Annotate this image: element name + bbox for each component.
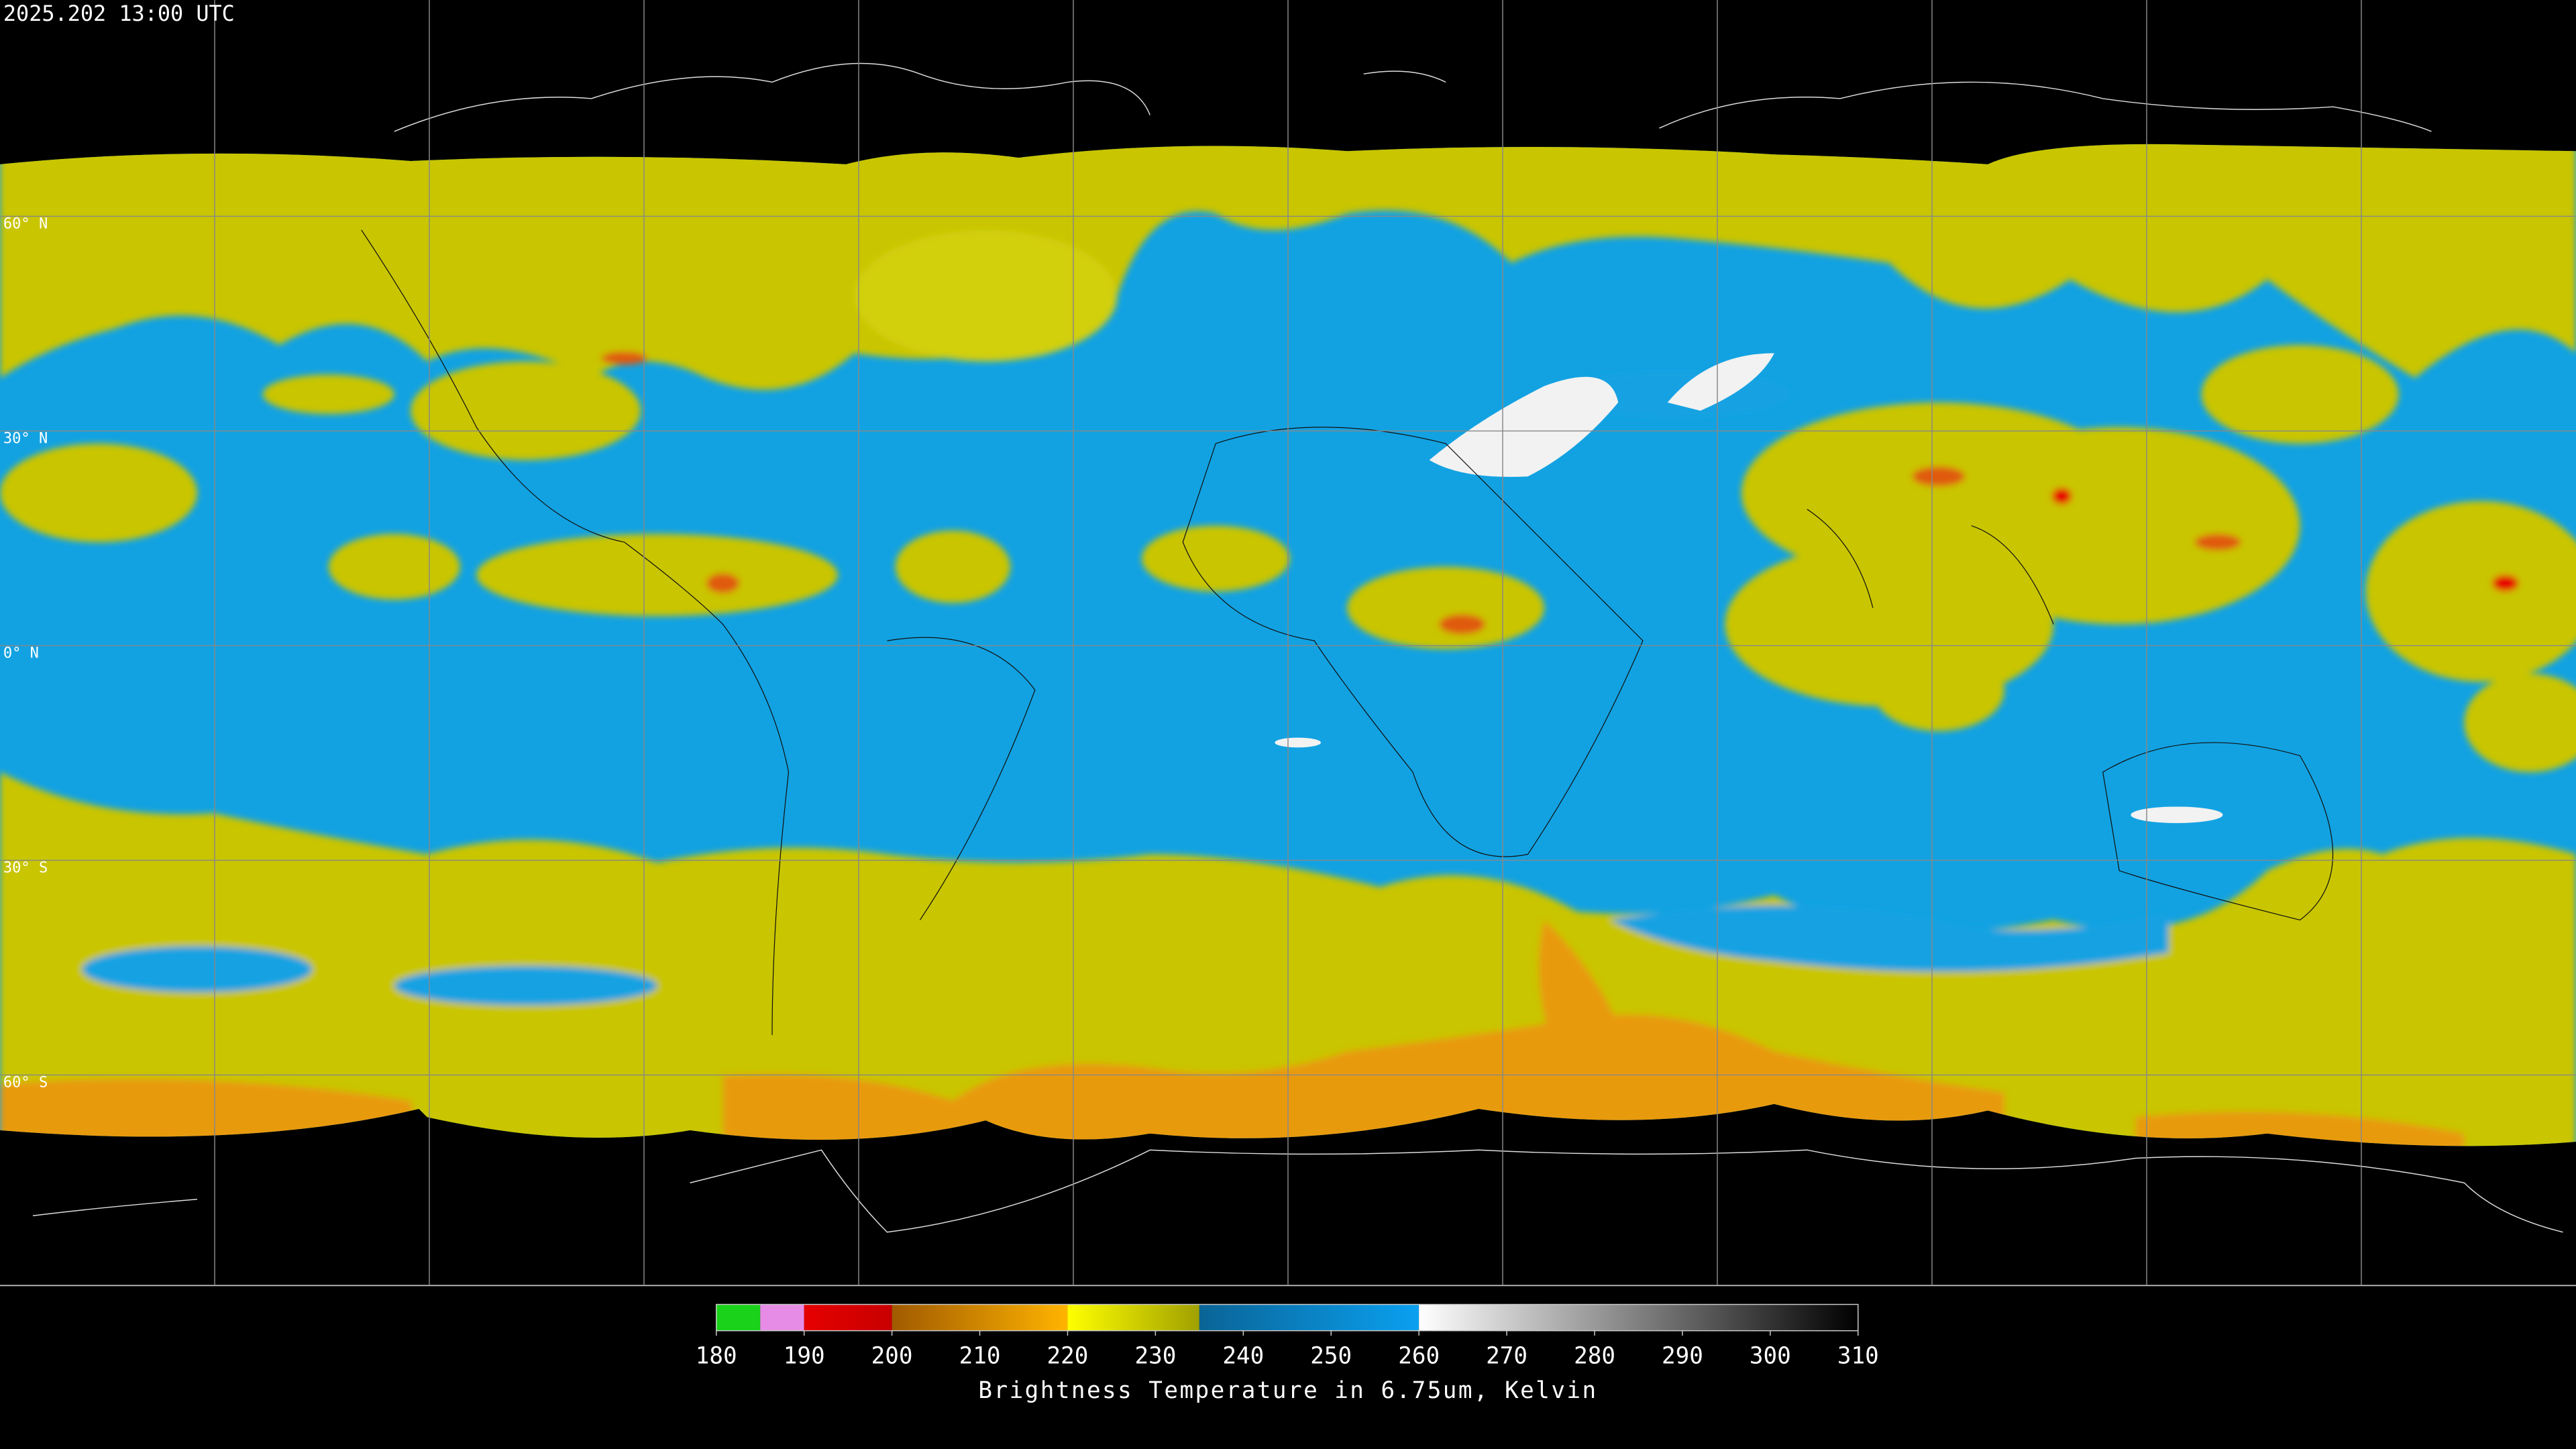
colorbar-tick-label: 300 bbox=[1750, 1342, 1791, 1369]
coastline bbox=[887, 637, 1036, 920]
colorbar-tick-label: 200 bbox=[871, 1342, 913, 1369]
dry-area bbox=[1667, 353, 1774, 411]
lat-label: 30° S bbox=[3, 860, 48, 877]
lat-label: 0° N bbox=[3, 645, 39, 662]
colorbar-tick-label: 250 bbox=[1310, 1342, 1352, 1369]
colorbar-segment bbox=[1419, 1304, 1858, 1331]
colorbar-tick-label: 180 bbox=[696, 1342, 737, 1369]
dry-area bbox=[2131, 806, 2223, 823]
lat-label: 30° N bbox=[3, 431, 48, 447]
colorbar-tick-label: 190 bbox=[784, 1342, 825, 1369]
colorbar-tick-label: 220 bbox=[1047, 1342, 1089, 1369]
coastline bbox=[2102, 742, 2334, 921]
colorbar-segment bbox=[1199, 1304, 1419, 1331]
colorbar-tick-label: 230 bbox=[1134, 1342, 1176, 1369]
coastline bbox=[394, 62, 2432, 132]
colorbar-tick-label: 310 bbox=[1837, 1342, 1879, 1369]
coastline bbox=[1807, 508, 2054, 625]
colorbar-segment bbox=[716, 1304, 761, 1331]
colorbar-segment bbox=[1067, 1304, 1199, 1331]
lat-label: 60° S bbox=[3, 1075, 48, 1091]
colorbar-tick-label: 210 bbox=[959, 1342, 1001, 1369]
colorbar-tick-label: 270 bbox=[1486, 1342, 1527, 1369]
coastline bbox=[361, 229, 790, 1035]
coastline bbox=[32, 1149, 2563, 1233]
dry-area bbox=[1429, 376, 1619, 477]
lat-label: 60° N bbox=[3, 216, 48, 233]
coastline bbox=[1182, 427, 1644, 857]
colorbar-title: Brightness Temperature in 6.75um, Kelvin bbox=[978, 1377, 1597, 1404]
graticule bbox=[0, 0, 2576, 1287]
dry-area bbox=[1275, 737, 1321, 748]
timestamp: 2025.202 13:00 UTC bbox=[3, 1, 235, 26]
colorbar-tick-label: 260 bbox=[1398, 1342, 1440, 1369]
colorbar: 180 190 200 210 220 230 240 250 260 270 280 290 300 3… bbox=[696, 1303, 1879, 1369]
colorbar-segment bbox=[892, 1304, 1068, 1331]
colorbar-tick-label: 280 bbox=[1574, 1342, 1615, 1369]
colorbar-segment bbox=[804, 1304, 892, 1331]
colorbar-frame bbox=[716, 1303, 1859, 1332]
lat-labels: 60° N 30° N 0° N 30° S 60° S bbox=[3, 216, 48, 1091]
coastlines bbox=[32, 62, 2563, 1233]
colorbar-tick-label: 290 bbox=[1662, 1342, 1703, 1369]
colorbar-tick-label: 240 bbox=[1222, 1342, 1264, 1369]
colorbar-segment bbox=[760, 1304, 804, 1331]
